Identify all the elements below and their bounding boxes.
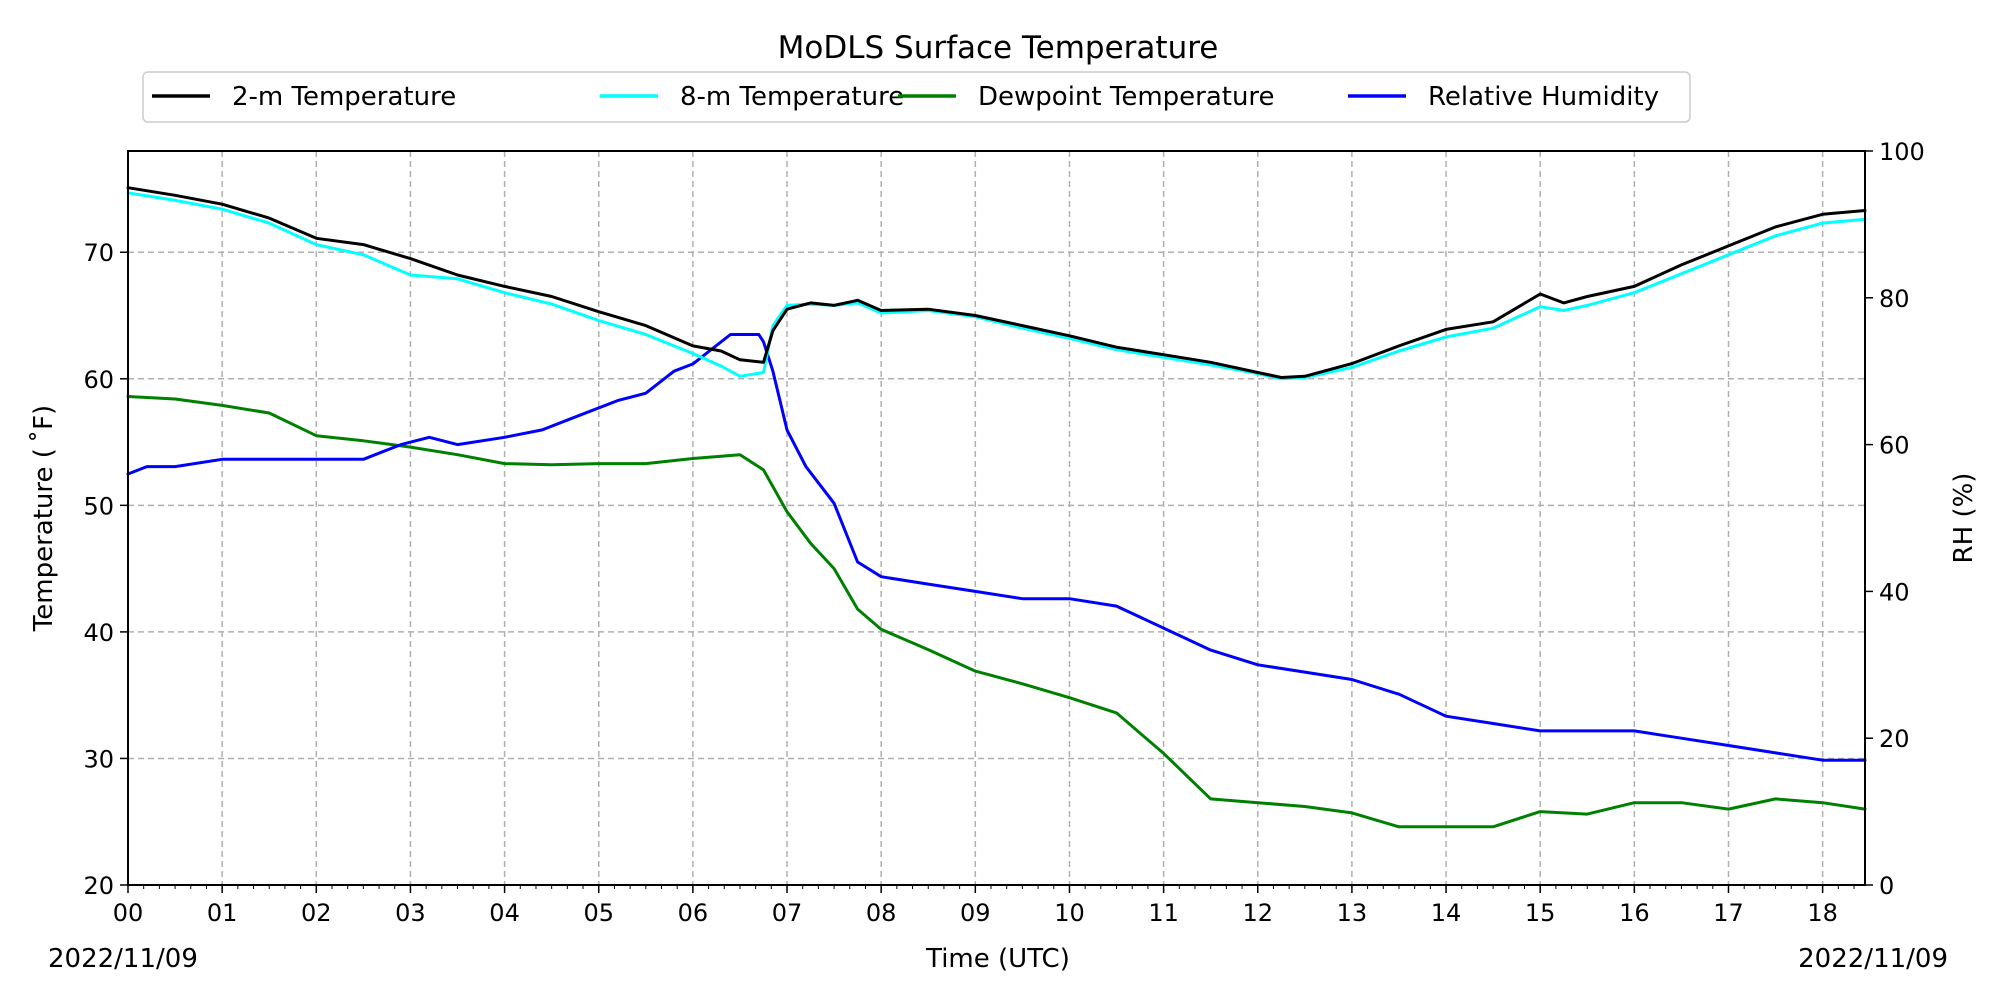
y-left-tick-label: 60 (83, 366, 114, 394)
x-tick-label: 05 (583, 899, 614, 927)
y-left-tick-label: 50 (83, 492, 114, 520)
x-tick-label: 10 (1054, 899, 1085, 927)
x-tick-label: 02 (301, 899, 332, 927)
x-tick-label: 07 (772, 899, 803, 927)
x-axis: 00 01 02 03 04 05 06 07 08 09 10 11 12 13 14 15 16 17 18 (113, 885, 1855, 927)
y-left-tick-label: 40 (83, 619, 114, 647)
y-right-tick-label: 60 (1879, 432, 1910, 460)
legend-label-relative-humidity: Relative Humidity (1428, 82, 1659, 112)
y-right-tick-label: 0 (1879, 872, 1894, 900)
x-tick-label: 11 (1148, 899, 1179, 927)
x-axis-label: Time (UTC) (925, 944, 1070, 974)
legend: 2-m Temperature 8-m Temperature Dewpoint T… (142, 71, 1691, 123)
y-axis-right: 0 20 40 60 80 100 (1865, 138, 1925, 900)
y-axis-left-label: Temperature ( ˚F) (29, 405, 59, 632)
x-tick-label: 12 (1242, 899, 1273, 927)
grid (128, 151, 1865, 885)
plot-frame (127, 150, 1866, 886)
date-left: 2022/11/09 (48, 944, 198, 974)
x-tick-label: 13 (1337, 899, 1368, 927)
x-tick-label: 09 (960, 899, 991, 927)
x-tick-label: 14 (1431, 899, 1462, 927)
series-line-dewpoint-temperature (126, 395, 1867, 829)
x-tick-label: 03 (395, 899, 426, 927)
series-layer (126, 186, 1867, 829)
y-axis-right-label: RH (%) (1949, 473, 1979, 564)
y-right-tick-label: 80 (1879, 285, 1910, 313)
x-tick-label: 18 (1807, 899, 1838, 927)
x-tick-label: 06 (678, 899, 709, 927)
legend-label-8-m-temperature: 8-m Temperature (680, 82, 904, 112)
x-tick-label: 01 (207, 899, 238, 927)
x-tick-label: 17 (1713, 899, 1744, 927)
y-left-tick-label: 70 (83, 239, 114, 267)
y-left-tick-label: 30 (83, 745, 114, 773)
date-right: 2022/11/09 (1798, 944, 1948, 974)
y-left-tick-label: 20 (83, 872, 114, 900)
x-tick-label: 15 (1525, 899, 1556, 927)
series-line-2-m-temperature (126, 186, 1867, 379)
series-line-relative-humidity (126, 333, 1867, 762)
chart-title: MoDLS Surface Temperature (778, 30, 1219, 66)
x-tick-label: 04 (489, 899, 520, 927)
y-right-tick-label: 40 (1879, 578, 1910, 606)
series-line-8-m-temperature (126, 191, 1867, 381)
x-tick-label: 00 (113, 899, 144, 927)
y-axis-left: 20 30 40 50 60 70 (83, 239, 128, 900)
x-tick-label: 08 (866, 899, 897, 927)
legend-label-2-m-temperature: 2-m Temperature (232, 82, 456, 112)
legend-label-dewpoint-temperature: Dewpoint Temperature (978, 82, 1275, 112)
y-right-tick-label: 100 (1879, 138, 1925, 166)
y-right-tick-label: 20 (1879, 725, 1910, 753)
x-tick-label: 16 (1619, 899, 1650, 927)
